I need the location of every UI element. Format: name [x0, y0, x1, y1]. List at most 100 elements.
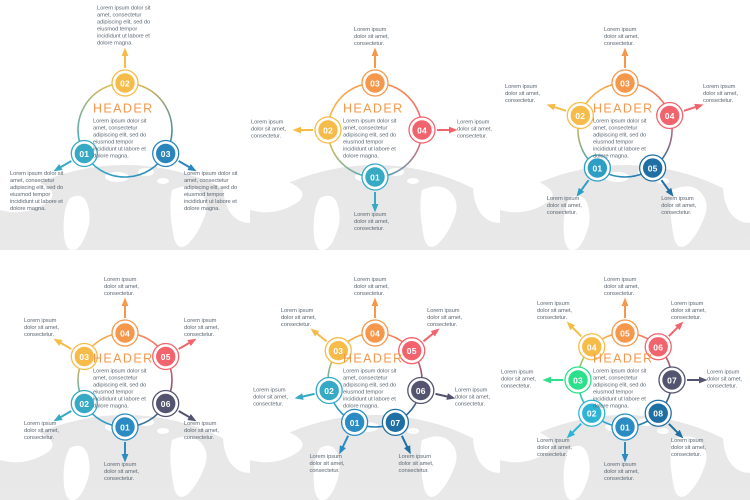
- circle-infographic-4-steps: 01 02 03 04 HEADER Lorem ipsum dolor sit am…: [250, 0, 500, 250]
- step-node-06: [411, 380, 431, 401]
- step-arrow: [660, 179, 670, 192]
- step-arrow: [683, 105, 697, 112]
- circle-diagram: 01 02 03 04 05 06 07: [294, 297, 456, 455]
- step-arrow: [571, 423, 582, 434]
- step-node-03: [615, 73, 635, 93]
- globe-map-background: [0, 165, 250, 250]
- diagram-center-text: HEADER Lorem ipsum dolor sit amet, conse…: [343, 101, 407, 160]
- step-number: 03: [333, 346, 343, 356]
- globe-continents: [0, 168, 250, 250]
- diagram-center-text: HEADER Lorem ipsum dolor sit amet, conse…: [343, 351, 407, 410]
- step-node-05: [615, 323, 635, 343]
- step-node-06: [648, 337, 668, 357]
- diagram-header: HEADER: [93, 351, 154, 366]
- step-number: 07: [390, 418, 400, 428]
- arrowhead-icon: [621, 47, 629, 56]
- arrowhead-icon: [699, 376, 708, 384]
- step-node-02: [115, 73, 135, 93]
- circle-infographic-5-steps: 01 02 03 04 05 HEADER Lorem ipsum dolor sit …: [500, 0, 750, 250]
- diagram-description: Lorem ipsum dolor sit amet, consectetur …: [343, 118, 397, 160]
- step-number: 07: [667, 376, 677, 386]
- step-node-04: [115, 323, 135, 343]
- step-arrow: [301, 392, 315, 398]
- circle-infographic-7-steps: 01 02 03 04 05 06 07 HEADER Lorem ipsum dolor …: [250, 250, 500, 500]
- step-number: 02: [79, 399, 89, 409]
- step-arrow: [553, 105, 567, 112]
- step-node-04: [659, 105, 680, 126]
- step-number: 05: [620, 329, 630, 339]
- diagram-header: HEADER: [593, 351, 654, 366]
- step-node-01: [587, 158, 608, 178]
- arrowhead-icon: [674, 429, 684, 439]
- step-number: 06: [161, 399, 171, 409]
- step-number: 08: [653, 409, 663, 419]
- step-node-03: [568, 370, 588, 390]
- circle-infographic-3-steps: 01 02 03 HEADER Lorem ipsum dolor sit amet…: [0, 0, 250, 250]
- step-node-06: [156, 393, 176, 414]
- circle-diagram: 01 02 03: [53, 47, 197, 178]
- step-number: 01: [79, 149, 89, 159]
- step-node-03: [156, 143, 176, 164]
- arrowhead-icon: [339, 445, 346, 455]
- step-arrow: [400, 435, 409, 449]
- diagram-description: Lorem ipsum dolor sit amet, consectetur …: [93, 368, 147, 410]
- step-number: 04: [665, 111, 675, 121]
- arrowhead-icon: [621, 454, 629, 463]
- step-node-01: [615, 417, 635, 437]
- step-number: 01: [592, 164, 602, 174]
- step-node-04: [365, 323, 385, 343]
- step-node-01: [115, 417, 135, 437]
- diagram-center-text: HEADER Lorem ipsum dolor sit amet, conse…: [593, 101, 657, 160]
- arrowhead-icon: [294, 393, 304, 400]
- step-node-01: [74, 143, 94, 164]
- step-number: 01: [620, 423, 630, 433]
- arrowhead-icon: [449, 126, 458, 134]
- arrowhead-icon: [694, 103, 704, 111]
- arrowhead-icon: [292, 126, 301, 134]
- step-node-08: [648, 403, 668, 423]
- diagram-header: HEADER: [343, 351, 404, 366]
- diagram-center-text: HEADER Lorem ipsum dolor sit amet, conse…: [93, 351, 157, 410]
- step-node-02: [582, 403, 602, 423]
- step-arrow: [315, 332, 328, 343]
- circle-diagram: 01 02 03 04 05 06: [53, 297, 197, 463]
- arrowhead-icon: [566, 429, 576, 439]
- arrowhead-icon: [53, 414, 63, 422]
- step-number: 06: [653, 342, 663, 352]
- step-arrow: [178, 410, 191, 419]
- diagram-description: Lorem ipsum dolor sit amet, consectetur …: [593, 368, 647, 410]
- arrowhead-icon: [121, 47, 129, 56]
- arrowhead-icon: [404, 445, 411, 455]
- arrowhead-icon: [187, 164, 197, 172]
- step-number: 05: [648, 164, 658, 174]
- step-number: 02: [120, 79, 130, 89]
- step-number: 02: [323, 126, 333, 136]
- step-number: 05: [407, 346, 417, 356]
- diagram-header: HEADER: [343, 101, 404, 116]
- step-number: 03: [370, 79, 380, 89]
- arrowhead-icon: [53, 164, 63, 172]
- step-arrow: [341, 435, 350, 449]
- step-number: 01: [120, 423, 130, 433]
- arrowhead-icon: [665, 187, 674, 197]
- step-arrow: [178, 160, 191, 169]
- step-number: 02: [575, 111, 585, 121]
- globe-map-background: [250, 415, 500, 500]
- step-number: 01: [370, 173, 380, 183]
- step-node-03: [328, 340, 348, 361]
- diagram-header: HEADER: [593, 101, 654, 116]
- step-node-05: [156, 346, 176, 367]
- step-number: 03: [573, 376, 583, 386]
- diagram-header: HEADER: [93, 101, 154, 116]
- arrowhead-icon: [371, 47, 379, 56]
- diagram-center-text: HEADER Lorem ipsum dolor sit amet, conse…: [593, 351, 657, 410]
- step-number: 03: [79, 352, 89, 362]
- arrowhead-icon: [53, 338, 63, 346]
- arrowhead-icon: [371, 204, 379, 213]
- step-arrow: [422, 332, 435, 343]
- step-node-07: [385, 412, 406, 433]
- arrowhead-icon: [576, 187, 585, 197]
- step-arrow: [59, 410, 72, 419]
- arrowhead-icon: [566, 321, 576, 331]
- arrowhead-icon: [371, 297, 379, 306]
